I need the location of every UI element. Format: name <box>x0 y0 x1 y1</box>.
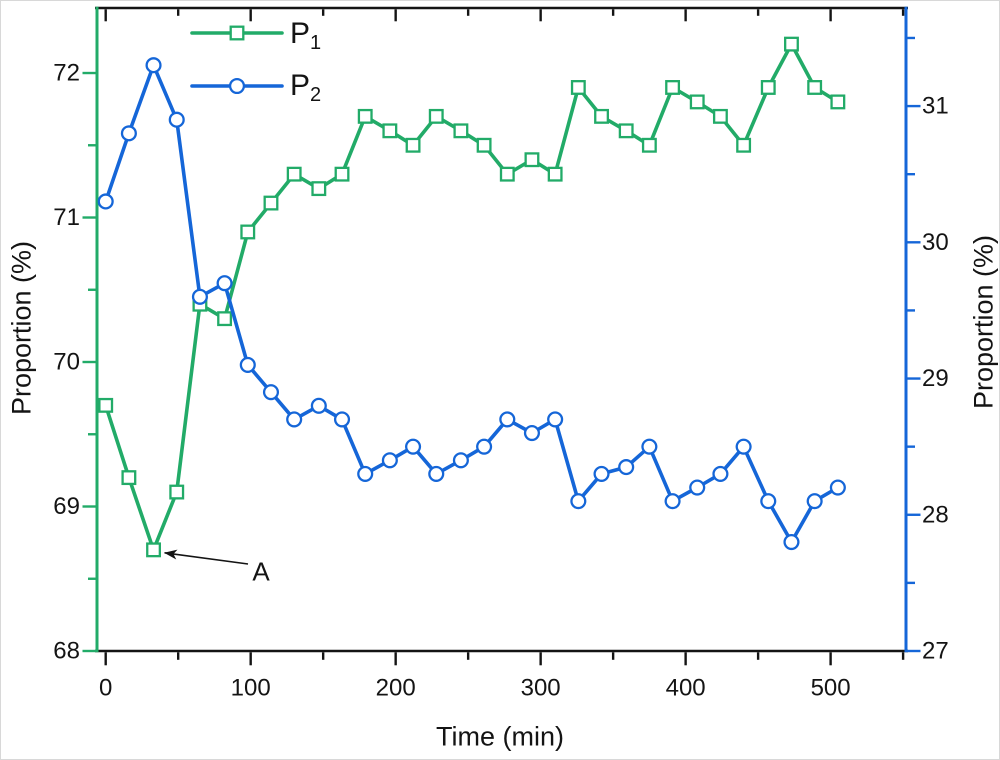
p1-marker <box>760 80 776 95</box>
p2-marker <box>310 397 327 414</box>
p1-marker <box>784 36 799 52</box>
p1-marker <box>499 166 515 182</box>
p2-marker <box>262 384 280 401</box>
x-tick-label: 200 <box>376 675 416 702</box>
legend-label-p1: P1 <box>290 17 322 54</box>
p2-marker <box>97 193 114 210</box>
left-tick-label: 71 <box>53 204 80 231</box>
p2-marker <box>476 438 493 455</box>
p1-marker <box>98 397 114 413</box>
p2-marker <box>499 411 516 428</box>
right-tick-label: 27 <box>922 638 949 665</box>
p1-marker <box>311 181 327 197</box>
p2-marker <box>239 356 256 373</box>
p1-marker <box>334 166 350 182</box>
p2-marker <box>405 438 422 455</box>
p1-marker <box>807 80 823 95</box>
p2-marker <box>760 493 777 510</box>
legend-label-p2-base: P <box>290 69 311 102</box>
p1-marker <box>830 94 846 110</box>
p1-marker <box>357 108 373 124</box>
p2-marker <box>735 438 752 455</box>
p1-marker <box>476 137 492 153</box>
right-axis-title: Proportion (%) <box>968 234 999 410</box>
p2-marker <box>547 411 564 428</box>
p1-marker <box>736 137 752 153</box>
p1-marker <box>594 108 609 124</box>
p1-marker <box>240 224 256 240</box>
p1-marker <box>618 123 634 139</box>
right-tick-label: 31 <box>922 93 949 120</box>
p2-marker <box>523 424 540 442</box>
legend-label-p1-sub: 1 <box>310 32 322 54</box>
p1-marker <box>217 311 233 327</box>
p1-marker <box>641 137 657 153</box>
p2-marker <box>783 533 800 551</box>
left-tick-label: 72 <box>53 60 80 87</box>
p1-marker <box>146 542 161 558</box>
p2-marker <box>168 111 185 128</box>
legend-label-p1-base: P <box>290 17 311 50</box>
x-tick-label: 300 <box>521 675 561 702</box>
right-tick-label: 30 <box>922 229 949 256</box>
p2-marker <box>381 452 398 469</box>
p2-marker <box>452 452 469 469</box>
p1-marker <box>169 484 185 500</box>
p2-marker <box>570 493 587 510</box>
legend-swatch-p1-marker <box>229 25 245 41</box>
annotation-arrow <box>164 549 249 565</box>
p1-marker <box>524 152 540 168</box>
p2-marker <box>216 275 233 292</box>
right-tick-label: 28 <box>922 501 949 528</box>
p2-marker <box>120 125 137 142</box>
p2-marker <box>664 493 681 510</box>
p1-marker <box>712 108 728 124</box>
p2-marker <box>641 438 658 455</box>
p2-marker <box>191 288 208 305</box>
left-tick-label: 70 <box>53 349 80 376</box>
right-tick-label: 29 <box>922 365 949 392</box>
p1-marker <box>121 470 137 486</box>
p2-marker <box>145 57 162 74</box>
p1-marker <box>689 94 705 110</box>
p1-marker <box>547 166 563 182</box>
annotation-a-label: A <box>252 556 270 587</box>
x-tick-label: 500 <box>811 675 851 702</box>
p2-marker <box>286 411 303 428</box>
left-tick-label: 68 <box>53 638 80 665</box>
p1-marker <box>428 108 444 124</box>
left-axis-title: Proportion (%) <box>6 240 37 416</box>
left-tick-label: 69 <box>53 493 80 520</box>
legend-label-p2: P2 <box>290 69 322 106</box>
p2-marker <box>357 465 374 482</box>
legend-swatch-p2-marker <box>228 77 246 95</box>
p2-marker <box>689 479 706 496</box>
p2-marker <box>593 465 610 482</box>
p1-marker <box>405 137 421 153</box>
x-tick-label: 100 <box>231 675 271 702</box>
p2-marker <box>806 493 823 510</box>
p1-marker <box>382 123 398 139</box>
x-tick-label: 0 <box>99 675 112 702</box>
p2-marker <box>333 411 351 428</box>
p1-marker <box>570 80 586 95</box>
p2-marker <box>829 479 846 496</box>
p1-marker <box>263 195 279 211</box>
x-axis-title: Time (min) <box>436 721 564 752</box>
p2-marker <box>618 459 635 476</box>
legend-label-p2-sub: 2 <box>310 84 322 106</box>
p2-marker <box>712 465 729 482</box>
p1-marker <box>453 123 469 139</box>
p1-marker <box>665 80 681 95</box>
p1-marker <box>286 166 302 182</box>
x-tick-label: 400 <box>666 675 706 702</box>
p2-marker <box>428 465 445 482</box>
